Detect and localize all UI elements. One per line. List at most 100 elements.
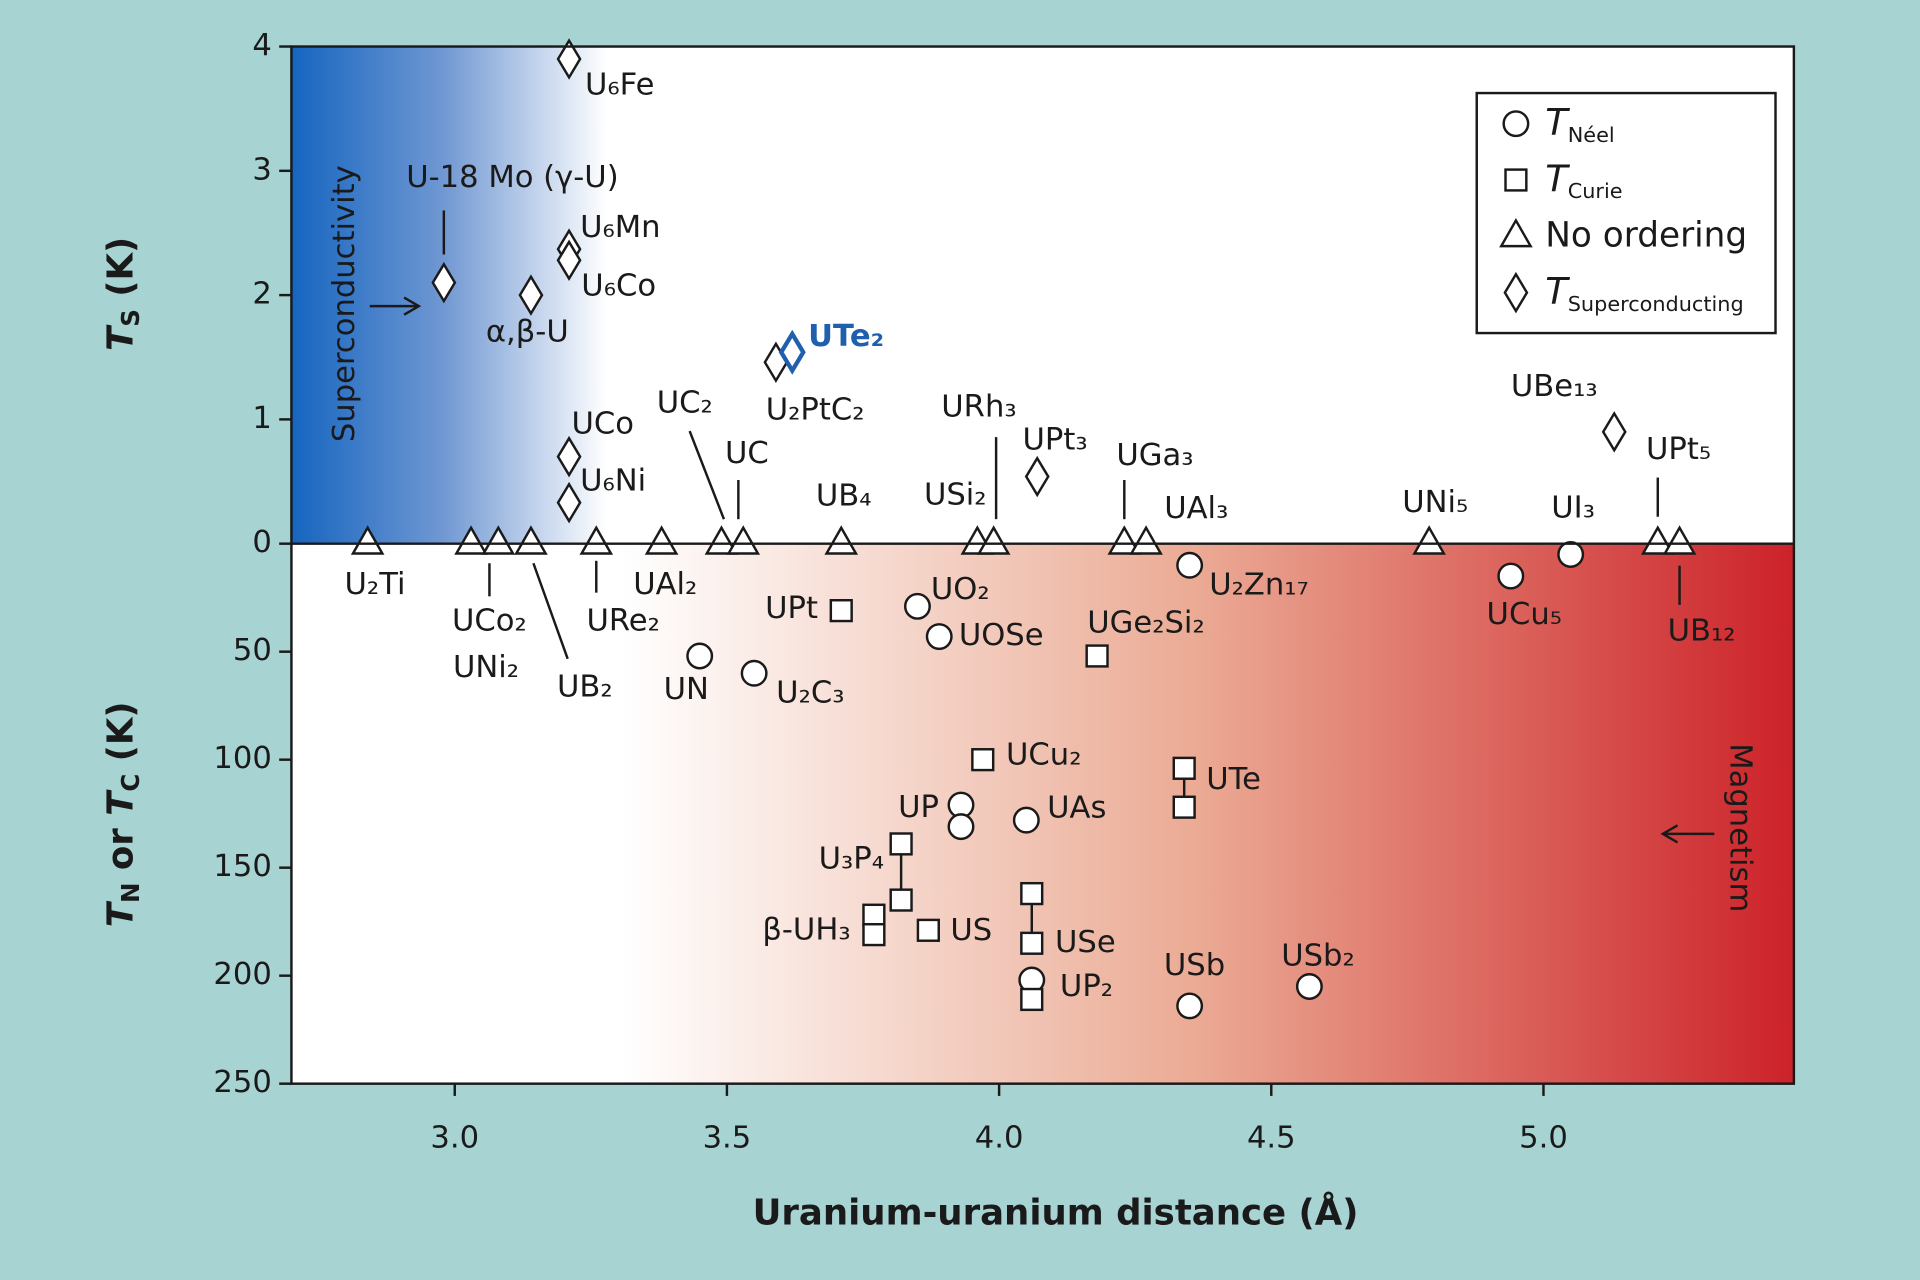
legend-label: No ordering bbox=[1545, 215, 1747, 255]
axis-title-part: T bbox=[100, 900, 141, 927]
y-tick-label: 4 bbox=[252, 28, 271, 63]
point-label: U₂Ti bbox=[345, 567, 406, 602]
point bbox=[1662, 525, 1697, 555]
point bbox=[556, 38, 582, 80]
axis-title-part: (K) bbox=[100, 701, 141, 773]
legend-subscript: Néel bbox=[1568, 123, 1615, 147]
point bbox=[1172, 756, 1196, 780]
legend-name: T bbox=[1545, 269, 1570, 312]
plot-frame bbox=[290, 45, 1796, 1085]
point-label: α,β-U bbox=[486, 315, 569, 350]
x-tick-label: 4.0 bbox=[975, 1120, 1024, 1155]
point bbox=[556, 239, 582, 282]
legend-subscript: Curie bbox=[1568, 179, 1623, 203]
point-label: U₂C₃ bbox=[776, 676, 844, 711]
axis-title-part: N bbox=[116, 883, 145, 903]
point-label: UAs bbox=[1047, 791, 1106, 826]
point bbox=[481, 525, 516, 555]
point bbox=[1557, 541, 1585, 568]
y2-tick-label: 250 bbox=[213, 1065, 271, 1100]
legend-name: T bbox=[1545, 157, 1570, 200]
y-axis-title: TS (K) bbox=[100, 237, 145, 351]
point bbox=[514, 525, 548, 555]
point-label: UP bbox=[898, 790, 939, 825]
point bbox=[1020, 931, 1044, 955]
y2-tick-label: 150 bbox=[213, 849, 271, 884]
axis-title-part: T bbox=[100, 789, 141, 816]
point bbox=[1295, 973, 1323, 1000]
legend-marker bbox=[1499, 217, 1533, 248]
point-label: USb₂ bbox=[1281, 939, 1355, 974]
x-tick-label: 3.0 bbox=[430, 1120, 479, 1155]
point-label: US bbox=[950, 913, 992, 948]
point bbox=[947, 813, 975, 841]
x-tick-label: 4.5 bbox=[1247, 1120, 1296, 1155]
y2-tick-label: 50 bbox=[233, 633, 272, 668]
point-label: UPt₅ bbox=[1646, 432, 1711, 467]
point-label: UC bbox=[725, 436, 769, 471]
point bbox=[1020, 987, 1044, 1012]
point-label: UB₄ bbox=[816, 479, 872, 514]
point-label: USe bbox=[1055, 925, 1116, 960]
point bbox=[916, 918, 940, 942]
point bbox=[1012, 806, 1040, 834]
y-tick-label: 2 bbox=[252, 277, 271, 312]
x-tick-label: 5.0 bbox=[1519, 1120, 1568, 1155]
y-tick-label: 3 bbox=[252, 152, 271, 187]
plot-layer: UO₂ UOSe UN U₂C₃ UP UAs UP₂ USb USb₂ U₂Zn₁₇ UCu₅ UI… bbox=[345, 38, 1736, 1020]
y-tick-label: 0 bbox=[252, 525, 271, 560]
point-label: U₆Ni bbox=[580, 463, 646, 498]
legend-label: TNéel bbox=[1545, 100, 1614, 147]
point bbox=[431, 261, 457, 304]
point-label: UCu₅ bbox=[1487, 597, 1562, 632]
point bbox=[824, 525, 859, 555]
point-label: URe₂ bbox=[587, 604, 660, 639]
point-label: U₂PtC₂ bbox=[766, 393, 865, 428]
point bbox=[903, 592, 931, 620]
y2-tick-label: 200 bbox=[213, 957, 271, 992]
point-label: U₂Zn₁₇ bbox=[1209, 568, 1309, 603]
point bbox=[726, 525, 761, 555]
point bbox=[556, 481, 582, 524]
point-label: UGa₃ bbox=[1116, 438, 1193, 473]
point bbox=[1601, 411, 1627, 453]
axis-title-part: (K) bbox=[100, 237, 141, 309]
point bbox=[556, 435, 582, 478]
point bbox=[1085, 644, 1109, 668]
point bbox=[740, 659, 768, 687]
point bbox=[971, 748, 995, 772]
point-label: U-18 Mo (γ-U) bbox=[406, 160, 618, 195]
point bbox=[579, 525, 614, 555]
axis-title-part: C bbox=[116, 774, 145, 792]
point-label: UOSe bbox=[959, 618, 1044, 653]
legend-name: T bbox=[1545, 100, 1570, 143]
point bbox=[1024, 455, 1050, 498]
point bbox=[1412, 525, 1446, 555]
point-label: USi₂ bbox=[924, 477, 987, 512]
point-label: UTe₂ bbox=[808, 319, 884, 354]
point bbox=[925, 623, 953, 651]
point-label: UCo₂ bbox=[452, 604, 527, 639]
point-label: U₆Fe bbox=[585, 67, 654, 102]
point bbox=[704, 525, 739, 555]
point bbox=[1107, 525, 1142, 555]
point bbox=[829, 599, 853, 623]
point bbox=[1176, 551, 1204, 579]
point-label: U₆Co bbox=[581, 269, 656, 304]
legend-label: TSuperconducting bbox=[1545, 269, 1743, 316]
point-label: USb bbox=[1164, 948, 1225, 983]
point bbox=[862, 923, 886, 947]
point bbox=[889, 888, 913, 912]
point-label: UC₂ bbox=[657, 386, 713, 421]
point-label: U₆Mn bbox=[580, 210, 660, 245]
point bbox=[1640, 525, 1675, 555]
annotation: Superconductivity bbox=[327, 165, 362, 442]
point-label: UNi₅ bbox=[1402, 485, 1468, 520]
point-label: UCu₂ bbox=[1006, 738, 1081, 773]
point bbox=[862, 903, 886, 927]
point-label: β-UH₃ bbox=[762, 913, 850, 948]
point bbox=[644, 525, 679, 555]
point-label: UCo bbox=[572, 406, 635, 441]
